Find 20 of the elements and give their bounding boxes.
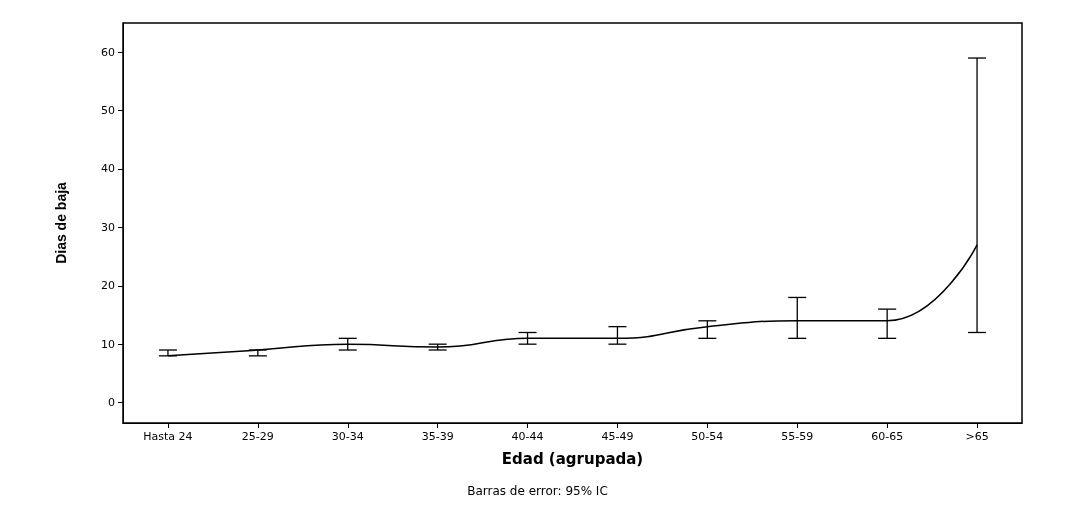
x-tick-label: >65 — [965, 430, 989, 443]
y-tick-label: 0 — [108, 396, 115, 410]
y-tick-label: 30 — [101, 220, 115, 234]
y-tick-label: 40 — [101, 162, 115, 176]
y-tick-label: 10 — [101, 337, 115, 351]
x-tick-label: 40-44 — [511, 430, 544, 443]
y-axis-title: Dias de baja — [53, 181, 69, 264]
x-tick-label: 35-39 — [421, 430, 454, 443]
x-axis-title: Edad (agrupada) — [501, 449, 644, 468]
x-tick-label: 60-65 — [871, 430, 904, 443]
x-tick-label: 30-34 — [331, 430, 364, 443]
x-tick-label: 25-29 — [241, 430, 274, 443]
y-tick-label: 60 — [101, 45, 115, 59]
text: Barras de error: 95% IC — [467, 484, 608, 498]
x-tick-label: 50-54 — [691, 430, 724, 443]
y-tick-label: 50 — [101, 104, 115, 118]
x-tick-label: Hasta 24 — [143, 430, 193, 443]
y-tick-label: 20 — [101, 279, 115, 293]
x-tick-label: 45-49 — [601, 430, 634, 443]
x-tick-label: 55-59 — [781, 430, 814, 443]
